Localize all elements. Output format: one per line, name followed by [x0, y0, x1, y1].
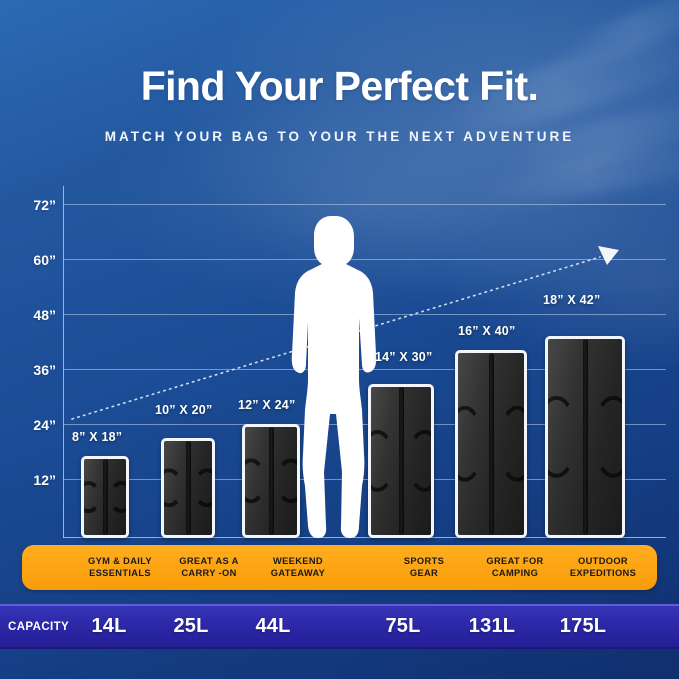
use-case-cell-6[interactable]: OUTDOOR EXPEDITIONS: [541, 556, 665, 580]
y-tick-12: 12”: [33, 472, 56, 488]
duffel-bag-icon-5[interactable]: [455, 350, 527, 538]
bag-arc-right: [407, 429, 431, 493]
bag-strap: [268, 427, 274, 535]
bag-size-label-2: 10” X 20”: [155, 403, 213, 417]
use-case-line1: GREAT FOR: [486, 555, 544, 566]
use-case-cell-3[interactable]: WEEKEND GATEAWAY: [236, 556, 360, 580]
capacity-value-5: 131L: [468, 615, 516, 637]
use-case-line1: GREAT AS A: [179, 555, 239, 566]
use-case-line2: GEAR: [409, 567, 439, 578]
capacity-value-2: 25L: [173, 615, 209, 637]
duffel-bag-icon-6[interactable]: [545, 336, 625, 538]
duffel-bag-icon-3[interactable]: [242, 424, 300, 538]
y-tick-48: 48”: [33, 307, 56, 323]
use-case-line2: GATEAWAY: [270, 567, 326, 578]
bag-sheen: [164, 441, 212, 535]
bag-arc-left: [371, 429, 395, 493]
bag-sheen: [84, 459, 126, 535]
capacity-label: CAPACITY: [8, 620, 70, 633]
capacity-band: CAPACITY 14L 25L 44L 75L 131L 175L: [0, 604, 679, 649]
capacity-value-6: 175L: [559, 615, 607, 637]
duffel-bag-icon-4[interactable]: [368, 384, 434, 538]
bag-strap: [582, 339, 588, 535]
use-case-line2: CARRY -ON: [181, 567, 237, 578]
gridline-12: [63, 479, 666, 480]
y-tick-72: 72”: [33, 197, 56, 213]
use-case-line1: WEEKEND: [273, 555, 323, 566]
capacity-value-3: 44L: [255, 615, 291, 637]
use-case-line2: ESSENTIALS: [89, 567, 151, 578]
bag-size-label-1: 8” X 18”: [72, 430, 123, 444]
bag-arc-right: [497, 405, 524, 483]
bag-strap: [185, 441, 191, 535]
bag-arc-right: [192, 468, 212, 508]
bag-strap: [488, 353, 494, 535]
use-case-band: GYM & DAILY ESSENTIALS GREAT AS A CARRY …: [22, 545, 657, 590]
capacity-value-4: 75L: [385, 615, 421, 637]
y-tick-36: 36”: [33, 362, 56, 378]
page-title: Find Your Perfect Fit.: [140, 63, 539, 109]
bag-arc-left: [164, 468, 184, 508]
bag-size-label-4: 14” X 30”: [375, 350, 433, 364]
bag-strap: [102, 459, 108, 535]
bag-sheen: [458, 353, 524, 535]
bag-sheen: [371, 387, 431, 535]
bag-sheen: [548, 339, 622, 535]
use-case-cell-5[interactable]: GREAT FOR CAMPING: [455, 556, 575, 580]
y-tick-60: 60”: [33, 252, 56, 268]
use-case-cell-4[interactable]: SPORTS GEAR: [366, 556, 482, 580]
bag-arc-right: [276, 458, 297, 504]
capacity-value-1: 14L: [91, 615, 127, 637]
use-case-line1: GYM & DAILY: [88, 555, 152, 566]
use-case-line1: SPORTS: [403, 555, 445, 566]
bag-arc-right: [109, 481, 126, 513]
bag-size-label-5: 16” X 40”: [458, 324, 516, 338]
use-case-line2: CAMPING: [491, 567, 539, 578]
bag-size-label-3: 12” X 24”: [238, 398, 296, 412]
header: Find Your Perfect Fit. MATCH YOUR BAG TO…: [0, 0, 679, 145]
use-case-cell-2[interactable]: GREAT AS A CARRY -ON: [150, 556, 268, 580]
use-case-line2: EXPEDITIONS: [569, 567, 637, 578]
y-axis-line: [63, 186, 64, 538]
gridline-24: [63, 424, 666, 425]
y-tick-24: 24”: [33, 417, 56, 433]
bag-strap: [398, 387, 404, 535]
use-case-line1: OUTDOOR: [578, 555, 628, 566]
gridline-72: [63, 204, 666, 205]
duffel-bag-icon-2[interactable]: [161, 438, 215, 538]
duffel-bag-icon-1[interactable]: [81, 456, 129, 538]
bag-size-label-6: 18” X 42”: [543, 293, 601, 307]
bag-arc-left: [84, 481, 101, 513]
page-subtitle: MATCH YOUR BAG TO YOUR THE NEXT ADVENTUR…: [104, 129, 575, 144]
person-silhouette-icon: [291, 216, 377, 538]
bag-arc-left: [245, 458, 266, 504]
bag-sheen: [245, 427, 297, 535]
x-axis-line: [63, 537, 666, 538]
use-case-cell-1[interactable]: GYM & DAILY ESSENTIALS: [60, 556, 180, 580]
bag-arc-right: [592, 395, 622, 479]
